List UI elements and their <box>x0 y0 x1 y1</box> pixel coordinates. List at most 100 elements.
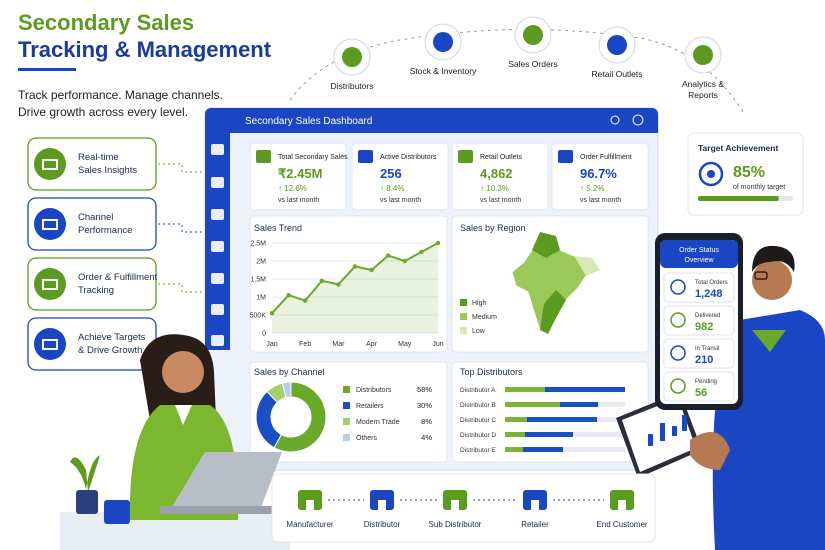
label: 1.5M <box>250 277 266 284</box>
connector <box>158 223 202 233</box>
laptop-base <box>160 506 280 514</box>
head <box>162 351 204 393</box>
target-icon <box>707 170 715 178</box>
label: Top Distributors <box>460 367 523 377</box>
card <box>249 215 448 353</box>
glasses <box>754 271 768 280</box>
label: ↑ 12.6% <box>278 184 307 193</box>
label: Manufacturer <box>286 520 333 529</box>
donut-slice <box>273 381 327 453</box>
label: Retailers <box>356 403 384 410</box>
label: Order Fulfillment <box>580 154 632 161</box>
card <box>351 142 449 211</box>
collar <box>175 405 192 425</box>
map-region <box>532 232 560 258</box>
bar <box>560 402 598 407</box>
label: Retailer <box>521 520 549 529</box>
node-icon <box>607 35 627 55</box>
trend-point <box>352 264 358 269</box>
label: Track performance. Manage channels. <box>18 88 223 102</box>
label: vs last month <box>480 197 521 204</box>
card <box>249 142 347 211</box>
label: Sales by Region <box>460 223 526 233</box>
label: Sub Distributor <box>429 520 482 529</box>
map-region <box>540 290 566 334</box>
label: vs last month <box>380 197 421 204</box>
bar <box>505 402 560 407</box>
trend-point <box>419 249 424 255</box>
label: vs last month <box>580 197 621 204</box>
legend-swatch <box>460 313 467 320</box>
flow-icon-door <box>531 500 539 510</box>
icon-glyph <box>42 339 58 350</box>
label: 1,248 <box>695 288 723 300</box>
tablet-screen <box>622 398 696 472</box>
target-card <box>687 132 804 216</box>
sidebar-icon <box>211 177 224 188</box>
trend-point <box>286 293 291 298</box>
pot <box>76 490 98 514</box>
label: Achieve Targets <box>78 332 146 343</box>
label: Distributor <box>364 520 401 529</box>
label: 1M <box>256 295 266 302</box>
feature-card <box>27 137 157 191</box>
laptop <box>170 452 282 510</box>
bar <box>527 417 597 422</box>
label: 2.5M <box>250 241 266 248</box>
card <box>551 142 649 211</box>
feature-icon <box>34 148 66 180</box>
feature-icon <box>34 268 66 300</box>
status-icon <box>670 378 686 394</box>
label: 210 <box>695 354 713 366</box>
node-icon <box>342 47 362 67</box>
tablet-bar <box>682 415 687 431</box>
sidebar-icon <box>211 304 224 315</box>
bell <box>610 115 620 125</box>
label: vs last month <box>278 197 319 204</box>
bar <box>545 387 625 392</box>
label: 30% <box>417 401 432 410</box>
label: Retail Outlets <box>480 154 523 161</box>
label: 2M <box>256 259 266 266</box>
legend-swatch <box>460 327 467 334</box>
node-icon <box>523 25 543 45</box>
label: Jun <box>432 341 443 348</box>
kpi-icon <box>256 150 271 163</box>
label: Others <box>356 435 378 442</box>
label: Retail Outlets <box>591 69 642 79</box>
trend-point <box>369 267 374 273</box>
label: 4% <box>421 433 432 442</box>
tie <box>752 330 786 352</box>
kpi-icon <box>358 150 373 163</box>
label: 85% <box>733 164 765 181</box>
label: Channel <box>78 212 113 223</box>
feature-icon <box>34 328 66 360</box>
hand <box>690 432 730 470</box>
trend-point <box>386 253 391 258</box>
label: 500K <box>250 313 267 320</box>
label: Distributor A <box>460 387 496 394</box>
feature-card <box>27 197 157 251</box>
label: Target Achievement <box>698 143 778 153</box>
icon-glyph <box>42 219 58 230</box>
feature-icon <box>34 208 66 240</box>
label: Performance <box>78 225 132 236</box>
flow-icon-door <box>451 500 459 510</box>
feature-card <box>27 257 157 311</box>
tablet-bar <box>660 423 665 441</box>
legend-swatch <box>343 434 350 441</box>
status-icon <box>670 345 686 361</box>
label: Secondary Sales <box>18 10 194 35</box>
icon-glyph <box>42 159 58 170</box>
label: 4,862 <box>480 166 513 181</box>
kpi-icon <box>558 150 573 163</box>
label: Overview <box>684 257 714 264</box>
label: High <box>472 300 487 307</box>
label: 56 <box>695 387 707 399</box>
trend-point <box>319 278 324 283</box>
label: Order Status <box>679 247 719 254</box>
label: Distributors <box>356 387 392 394</box>
label: 0 <box>262 331 266 338</box>
label: End Customer <box>596 520 647 529</box>
